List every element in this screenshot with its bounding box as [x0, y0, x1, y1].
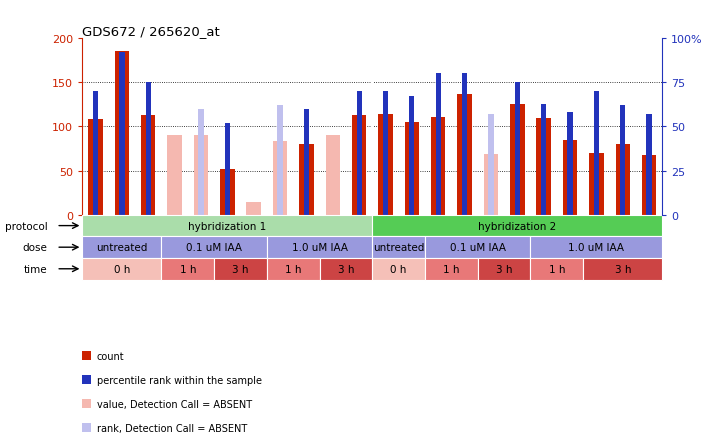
Bar [120, 53, 125, 215]
Text: 3 h: 3 h [232, 264, 248, 274]
Bar [93, 92, 98, 215]
Bar [515, 83, 520, 215]
Bar [246, 202, 261, 215]
Bar [620, 106, 625, 215]
Bar [410, 97, 415, 215]
Text: 0.1 uM IAA: 0.1 uM IAA [450, 243, 505, 253]
Bar [567, 113, 573, 215]
Bar [194, 136, 208, 215]
Text: time: time [24, 264, 47, 274]
Bar [383, 92, 388, 215]
Bar [563, 141, 577, 215]
Text: 1.0 uM IAA: 1.0 uM IAA [291, 243, 347, 253]
Text: 1 h: 1 h [443, 264, 460, 274]
Text: value, Detection Call = ABSENT: value, Detection Call = ABSENT [97, 399, 252, 409]
Text: percentile rank within the sample: percentile rank within the sample [97, 375, 261, 385]
Bar [198, 109, 203, 215]
Bar [352, 116, 367, 215]
Bar [425, 258, 478, 280]
Bar [531, 258, 584, 280]
Bar [161, 258, 214, 280]
Text: hybridization 2: hybridization 2 [478, 221, 556, 231]
Bar [168, 136, 182, 215]
Bar [478, 258, 531, 280]
Text: 3 h: 3 h [614, 264, 631, 274]
Bar [357, 92, 362, 215]
Bar [541, 104, 546, 215]
Text: untreated: untreated [96, 243, 147, 253]
Text: 3 h: 3 h [338, 264, 354, 274]
Bar [220, 170, 235, 215]
Bar [319, 258, 372, 280]
Bar [277, 106, 283, 215]
Text: 0 h: 0 h [390, 264, 407, 274]
Text: count: count [97, 351, 125, 361]
Bar [214, 258, 267, 280]
Text: 1.0 uM IAA: 1.0 uM IAA [569, 243, 624, 253]
Text: dose: dose [23, 243, 47, 253]
Bar [161, 237, 267, 258]
Bar [647, 115, 652, 215]
Bar [299, 145, 314, 215]
Bar [82, 215, 372, 237]
Bar [616, 145, 630, 215]
Bar [141, 116, 155, 215]
Bar [510, 105, 525, 215]
Bar [458, 95, 472, 215]
Bar [88, 120, 103, 215]
Text: 1 h: 1 h [548, 264, 565, 274]
Bar [435, 74, 441, 215]
Text: hybridization 1: hybridization 1 [188, 221, 266, 231]
Bar [115, 52, 129, 215]
Bar [372, 237, 425, 258]
Bar [405, 123, 419, 215]
Text: 0.1 uM IAA: 0.1 uM IAA [186, 243, 242, 253]
Bar [273, 142, 287, 215]
Bar [462, 74, 468, 215]
Bar [589, 154, 604, 215]
Text: 0 h: 0 h [114, 264, 130, 274]
Bar [145, 83, 151, 215]
Text: untreated: untreated [373, 243, 425, 253]
Bar [378, 115, 393, 215]
Bar [484, 155, 498, 215]
Bar [267, 258, 319, 280]
Bar [488, 115, 493, 215]
Bar [594, 92, 599, 215]
Bar [267, 237, 372, 258]
Bar [536, 118, 551, 215]
Bar [82, 258, 161, 280]
Bar [225, 124, 230, 215]
Bar [431, 118, 445, 215]
Text: 1 h: 1 h [180, 264, 196, 274]
Text: GDS672 / 265620_at: GDS672 / 265620_at [82, 25, 220, 38]
Text: 3 h: 3 h [496, 264, 513, 274]
Bar [372, 258, 425, 280]
Text: 1 h: 1 h [285, 264, 301, 274]
Bar [425, 237, 531, 258]
Bar [82, 237, 161, 258]
Text: protocol: protocol [5, 221, 47, 231]
Bar [584, 258, 662, 280]
Bar [531, 237, 662, 258]
Text: rank, Detection Call = ABSENT: rank, Detection Call = ABSENT [97, 423, 247, 433]
Bar [326, 136, 340, 215]
Bar [304, 109, 309, 215]
Bar [372, 215, 662, 237]
Bar [642, 155, 657, 215]
